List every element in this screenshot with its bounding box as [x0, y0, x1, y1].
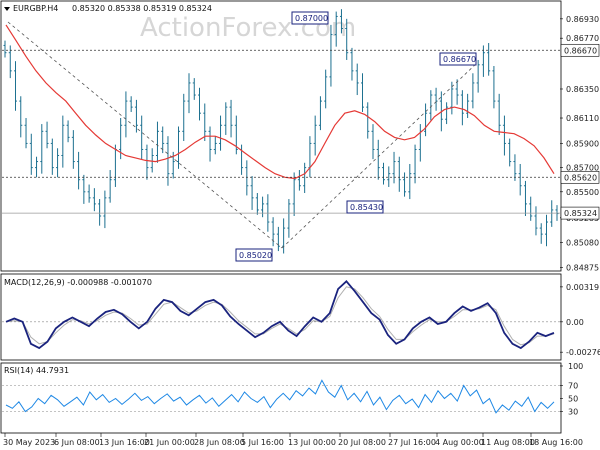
level-label: 0.85324 — [564, 209, 597, 218]
macd-tick-label: 0.00319 — [566, 283, 599, 292]
level-tag — [560, 206, 600, 220]
price-tick-label: 0.85700 — [566, 164, 599, 173]
rsi-tick-label: 30 — [568, 408, 578, 417]
level-label: 0.86670 — [564, 46, 597, 55]
x-tick-label: 4 Aug 00:00 — [435, 438, 484, 447]
x-tick-label: 13 Jun 16:00 — [99, 438, 150, 447]
dropdown-triangle-icon[interactable] — [4, 7, 10, 11]
level-tag — [560, 43, 600, 57]
rsi-layer: 100 70 50 30 — [2, 362, 583, 417]
price-annotation-box — [439, 52, 477, 66]
price-annotation-label: 0.85020 — [239, 251, 272, 260]
price-tick-label: 0.86350 — [566, 85, 599, 94]
macd-signal-line — [5, 286, 555, 346]
macd-tick-label: -0.002769 — [566, 348, 600, 357]
macd-layer: 0.00319 0.00 -0.002769 — [2, 279, 600, 357]
level-layer: 0.86670 0.85620 0.85324 — [2, 43, 600, 220]
price-tick-label: 0.85900 — [566, 139, 599, 148]
level-tag — [560, 170, 600, 184]
price-tick-label: 0.86110 — [566, 114, 599, 123]
x-tick-label: 21 Jun 00:00 — [144, 438, 195, 447]
price-tick-label: 0.86930 — [566, 15, 599, 24]
price-annotation-box — [291, 11, 329, 25]
price-panel-frame — [0, 0, 562, 272]
price-annotation-box — [235, 248, 273, 262]
rsi-line — [5, 379, 555, 414]
price-layer — [3, 9, 559, 254]
annotation-layer: 0.87000 0.86670 0.85430 0.85020 — [235, 11, 477, 262]
price-tick-label: 0.84875 — [566, 263, 599, 272]
level-label: 0.85620 — [564, 173, 597, 182]
rsi-tick-label: 100 — [568, 362, 583, 371]
symbol-label: EURGBP.H4 — [13, 4, 58, 13]
price-annotation-box — [346, 200, 384, 214]
macd-label: MACD(12,26,9) -0.000988 -0.001070 — [4, 278, 152, 287]
macd-tick-label: 0.00 — [566, 318, 584, 327]
price-annotation-label: 0.87000 — [295, 14, 328, 23]
price-tick-label: 0.86770 — [566, 34, 599, 43]
rsi-label: RSI(14) 44.7931 — [4, 366, 69, 375]
x-tick-label: 6 Jun 08:00 — [54, 438, 100, 447]
x-tick-label: 27 Jul 16:00 — [388, 438, 436, 447]
x-tick-label: 30 May 2023 — [3, 438, 55, 447]
x-tick-label: 11 Aug 08:00 — [481, 438, 535, 447]
price-annotation-label: 0.86670 — [443, 55, 476, 64]
price-tick-label: 0.85500 — [566, 188, 599, 197]
x-tick-label: 18 Aug 16:00 — [529, 438, 583, 447]
symbol-header: EURGBP.H4 0.85320 0.85338 0.85319 0.8532… — [4, 4, 212, 13]
ohlc-values: 0.85320 0.85338 0.85319 0.85324 — [72, 4, 212, 13]
x-tick-label: 13 Jul 00:00 — [288, 438, 336, 447]
price-tick-label: 0.85080 — [566, 239, 599, 248]
price-annotation-label: 0.85430 — [350, 203, 383, 212]
rsi-tick-label: 50 — [568, 395, 578, 404]
macd-main-line — [5, 279, 555, 350]
x-tick-label: 28 Jun 08:00 — [194, 438, 245, 447]
moving-average-line — [5, 24, 555, 180]
macd-panel-frame — [0, 273, 562, 361]
x-tick-label: 5 Jul 16:00 — [241, 438, 284, 447]
x-tick-label: 20 Jul 08:00 — [338, 438, 386, 447]
trendline-down — [7, 21, 283, 249]
rsi-panel-frame — [0, 362, 562, 434]
rsi-tick-label: 70 — [568, 382, 578, 391]
